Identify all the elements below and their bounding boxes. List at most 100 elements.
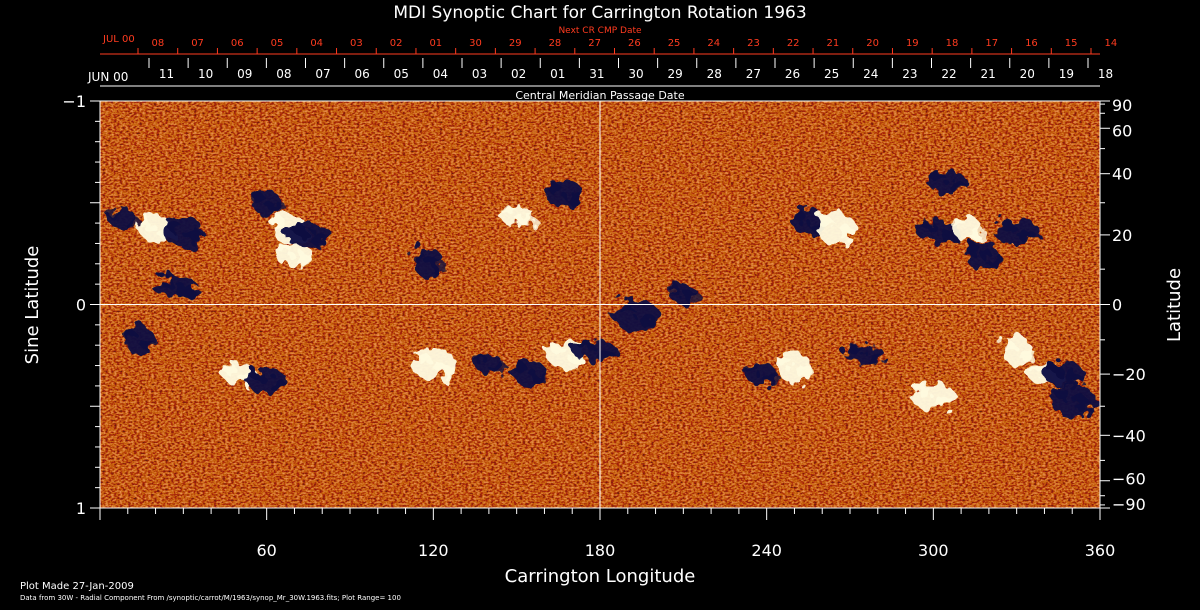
x-tick-label: 360 — [1085, 541, 1116, 560]
active-region-negative — [543, 180, 584, 207]
x-axis-label: Carrington Longitude — [505, 566, 696, 587]
cmp-tick-label: 01 — [550, 67, 565, 81]
y-tick-label-left: 1 — [76, 499, 86, 518]
next-cr-tick-label: 28 — [549, 38, 562, 49]
x-tick-label: 60 — [256, 541, 276, 560]
y-axis-label-right: Latitude — [1164, 268, 1185, 342]
next-cr-tick-label: 24 — [707, 38, 720, 49]
cmp-tick-label: 03 — [472, 67, 487, 81]
active-region-negative — [250, 189, 286, 216]
active-region-negative — [411, 246, 447, 279]
active-region-positive — [777, 351, 814, 384]
plot-made-note: Plot Made 27-Jan-2009 — [20, 581, 134, 592]
cmp-tick-label: 28 — [707, 67, 722, 81]
y-tick-label-right: −60 — [1112, 470, 1146, 489]
next-cr-tick-label: 19 — [906, 38, 919, 49]
active-region-negative — [571, 340, 618, 361]
y-tick-label-right: −90 — [1112, 495, 1146, 514]
cmp-tick-label: 31 — [589, 67, 604, 81]
cmp-tick-label: 18 — [1098, 67, 1113, 81]
next-cr-axis-label: Next CR CMP Date — [558, 26, 642, 36]
next-cr-tick-label: 05 — [271, 38, 284, 49]
next-cr-month-label: JUL 00 — [102, 34, 135, 45]
next-cr-tick-label: 21 — [827, 38, 840, 49]
cmp-tick-label: 08 — [276, 67, 291, 81]
active-region-positive — [1000, 334, 1036, 367]
cmp-tick-label: 09 — [237, 67, 252, 81]
chart-title: MDI Synoptic Chart for Carrington Rotati… — [393, 3, 806, 23]
active-region-negative — [745, 361, 781, 388]
next-cr-tick-label: 06 — [231, 38, 244, 49]
y-tick-label-right: 20 — [1112, 226, 1132, 245]
next-cr-tick-label: 04 — [310, 38, 323, 49]
cmp-tick-label: 20 — [1020, 67, 1035, 81]
bottom-axis: 60 120 180 240 300 360 — [99, 508, 1116, 560]
next-cr-tick-label: 07 — [191, 38, 204, 49]
y-tick-label-right: 40 — [1112, 165, 1132, 184]
right-axis: 90 60 40 20 0 −20 −40 −60 −90 — [1100, 96, 1146, 514]
cmp-tick-label: 23 — [902, 67, 917, 81]
cmp-tick-label: 26 — [785, 67, 800, 81]
cmp-tick-label: 25 — [824, 67, 839, 81]
cmp-month-label: JUN 00 — [87, 70, 128, 84]
cmp-tick-label: 30 — [628, 67, 643, 81]
next-cr-tick-label: 25 — [668, 38, 681, 49]
cmp-tick-label: 05 — [394, 67, 409, 81]
next-cr-tick-label: 29 — [509, 38, 522, 49]
active-region-negative — [246, 367, 287, 394]
active-region-negative — [513, 361, 550, 388]
cmp-tick-label: 22 — [941, 67, 956, 81]
data-source-note: Data from 30W - Radial Component From /s… — [20, 594, 401, 602]
next-cr-tick-label: 17 — [985, 38, 998, 49]
x-tick-label: 120 — [418, 541, 449, 560]
active-region-negative — [993, 218, 1040, 245]
y-tick-label-left: 0 — [76, 296, 86, 315]
next-cr-tick-label: 08 — [151, 38, 164, 49]
active-region-negative — [613, 299, 660, 332]
x-tick-label: 180 — [585, 541, 616, 560]
next-cr-tick-label: 20 — [866, 38, 879, 49]
active-region-positive — [950, 215, 986, 242]
active-region-negative — [843, 343, 884, 364]
y-tick-label-right: 60 — [1112, 121, 1132, 140]
next-cr-tick-label: 22 — [787, 38, 800, 49]
cmp-tick-label: 10 — [198, 67, 213, 81]
active-region-positive — [816, 212, 857, 245]
active-region-positive — [910, 383, 957, 410]
y-tick-label-right: 90 — [1112, 96, 1132, 115]
y-tick-label-right: −20 — [1112, 365, 1146, 384]
active-regions — [106, 172, 1096, 417]
active-region-negative — [152, 276, 198, 297]
cmp-tick-label: 02 — [511, 67, 526, 81]
active-region-negative — [472, 353, 508, 374]
next-cr-tick-label: 18 — [946, 38, 959, 49]
next-cr-tick-label: 01 — [429, 38, 442, 49]
next-cr-date-axis: 08 07 06 05 04 03 02 01 30 29 28 27 26 25 24 23 22 21 20 19… — [100, 38, 1117, 55]
y-axis-label-left: Sine Latitude — [22, 246, 43, 365]
active-region-negative — [966, 239, 1003, 272]
cmp-tick-label: 11 — [159, 67, 174, 81]
cmp-tick-label: 19 — [1059, 67, 1074, 81]
active-region-positive — [499, 205, 536, 226]
cmp-axis-label: Central Meridian Passage Date — [515, 89, 684, 102]
y-tick-label-right: 0 — [1112, 296, 1122, 315]
active-region-negative — [927, 172, 968, 193]
cmp-date-axis: 11 10 09 08 07 06 05 04 03 02 01 31 30 29 28 27 26 25 24 23… — [100, 58, 1113, 87]
cmp-tick-label: 21 — [981, 67, 996, 81]
active-region-negative — [163, 215, 204, 248]
cmp-tick-label: 24 — [863, 67, 878, 81]
next-cr-tick-label: 30 — [469, 38, 482, 49]
active-region-negative — [122, 323, 158, 356]
cmp-tick-label: 29 — [668, 67, 683, 81]
next-cr-tick-label: 26 — [628, 38, 641, 49]
cmp-tick-label: 27 — [746, 67, 761, 81]
active-region-positive — [274, 245, 315, 266]
active-region-negative — [285, 221, 332, 248]
active-region-negative — [106, 208, 142, 229]
active-region-negative — [667, 283, 703, 304]
active-region-negative — [1049, 384, 1096, 417]
active-region-negative — [915, 221, 962, 242]
next-cr-tick-label: 15 — [1065, 38, 1078, 49]
next-cr-tick-label: 02 — [390, 38, 403, 49]
